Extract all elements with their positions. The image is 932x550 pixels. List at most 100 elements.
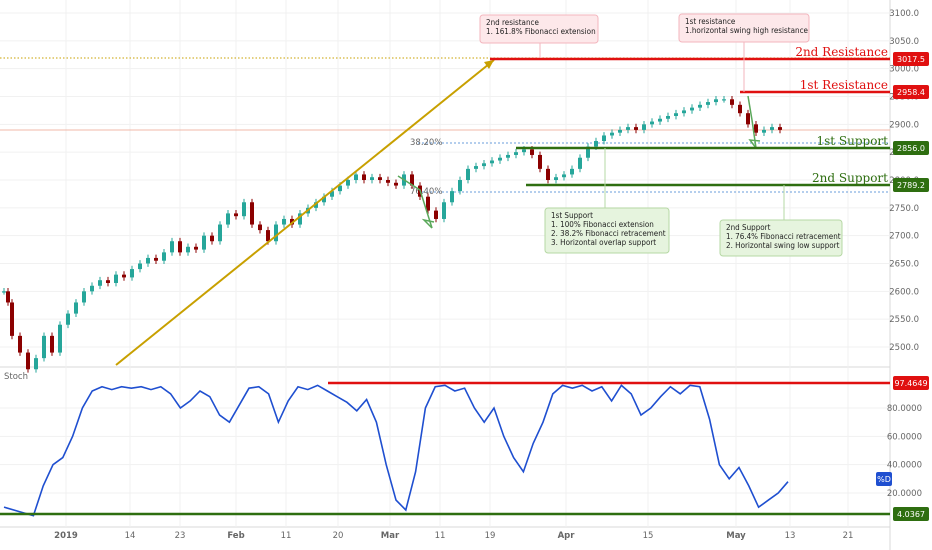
level-price-tag — [893, 85, 929, 99]
candle-body — [314, 202, 318, 208]
candle-body — [18, 335, 22, 353]
candle-body — [522, 149, 526, 153]
candle-body — [10, 302, 14, 336]
time-tick-label: 2019 — [54, 531, 78, 541]
annotation-second-support-line: 2. Horizontal swing low support — [726, 241, 840, 250]
price-tick-label: 2700.0 — [889, 232, 919, 242]
candle-body — [130, 269, 134, 278]
candle-body — [106, 280, 110, 283]
overlays: 2nd Resistance 3017.5 1st Resistance 2958.4… — [115, 13, 929, 366]
candle-body — [442, 202, 446, 219]
level-price-tag-text: 3017.5 — [897, 55, 925, 64]
candle-body — [386, 180, 390, 183]
candle-body — [610, 132, 614, 136]
stoch-tick-label: 80.0000 — [887, 404, 922, 414]
pullback-arrow — [397, 175, 433, 229]
candle-body — [122, 274, 126, 278]
time-tick-label: 21 — [843, 531, 854, 541]
annotation-second-resistance-line: 1. 161.8% Fibonacci extension — [486, 27, 596, 36]
candle-body — [682, 110, 686, 114]
level-price-tag — [893, 141, 929, 155]
candle-body — [738, 104, 742, 114]
candle-body — [730, 99, 734, 105]
annotation-first-support-box — [544, 207, 670, 254]
candle-body — [90, 285, 94, 292]
candle-body — [754, 124, 758, 133]
candle-body — [458, 180, 462, 192]
candles — [2, 95, 782, 373]
candle-body — [274, 224, 278, 242]
candle-body — [178, 241, 182, 253]
candle-body — [146, 257, 150, 264]
stoch-d-line — [3, 384, 789, 517]
candle-body — [490, 160, 494, 164]
price-panel[interactable]: 38.20% 76.40% — [0, 57, 890, 373]
time-tick-label: 23 — [175, 531, 186, 541]
candle-body — [594, 141, 598, 147]
time-tick-label: 13 — [785, 531, 796, 541]
candle-body — [498, 157, 502, 161]
candle-body — [762, 129, 766, 133]
stoch-title: Stoch — [4, 372, 28, 382]
level-price-tag — [893, 178, 929, 192]
candle-body — [194, 246, 198, 250]
time-tick-label: Apr — [558, 531, 576, 541]
candle-body — [466, 168, 470, 180]
annotation-second-support-box — [719, 219, 843, 257]
candle-body — [242, 202, 246, 217]
candle-body — [378, 177, 382, 180]
stoch-panel[interactable]: 97.4649 4.0367 %D — [0, 376, 929, 521]
level-price-tag-text: 2789.2 — [897, 181, 925, 190]
candle-body — [6, 291, 10, 303]
time-tick-label: Feb — [227, 531, 244, 541]
pullback-arrow-head — [421, 218, 435, 229]
candle-body — [354, 174, 358, 180]
stoch-d-tag — [876, 472, 892, 486]
candle-body — [250, 202, 254, 225]
level-label: 2nd Support — [812, 171, 888, 185]
annotation-first-resistance-box — [678, 13, 810, 43]
candle-body — [114, 274, 118, 283]
candle-body — [154, 257, 158, 261]
level-label: 2nd Resistance — [795, 45, 888, 59]
candle-body — [514, 152, 518, 155]
annotation-first-support-line: 3. Horizontal overlap support — [551, 238, 656, 247]
candle-body — [410, 174, 414, 186]
fib-38-label: 38.20% — [410, 138, 442, 148]
candle-body — [258, 224, 262, 231]
candle-body — [714, 99, 718, 103]
candle-body — [562, 174, 566, 178]
time-tick-label: Mar — [381, 531, 400, 541]
candle-body — [2, 291, 6, 293]
candle-body — [634, 127, 638, 130]
candle-body — [642, 124, 646, 130]
candle-body — [698, 104, 702, 108]
candle-body — [506, 154, 510, 158]
price-tick-label: 3000.0 — [889, 65, 919, 75]
annotation-first-resistance-line: 1.horizontal swing high resistance — [685, 26, 809, 35]
level-label: 1st Resistance — [800, 78, 888, 92]
candle-body — [674, 113, 678, 116]
level-label: 1st Support — [816, 134, 888, 148]
level-price-tag-text: 2856.0 — [897, 144, 925, 153]
candle-body — [58, 324, 62, 353]
price-tick-label: 2650.0 — [889, 260, 919, 270]
stoch-d-tag-text: %D — [877, 475, 891, 484]
candle-body — [690, 107, 694, 111]
axes: 2019 14 23 Feb 11 20 Mar 11 19 Apr 15 May 13 21 2500.0… — [4, 9, 922, 541]
time-tick-label: 20 — [333, 531, 344, 541]
candle-body — [66, 313, 70, 325]
candle-body — [186, 246, 190, 253]
candle-body — [530, 149, 534, 155]
annotation-first-support-line: 2. 38.2% Fibonacci retracement — [551, 229, 666, 238]
candle-body — [338, 185, 342, 192]
candle-body — [170, 241, 174, 253]
price-tick-label: 3050.0 — [889, 37, 919, 47]
candle-body — [538, 154, 542, 169]
